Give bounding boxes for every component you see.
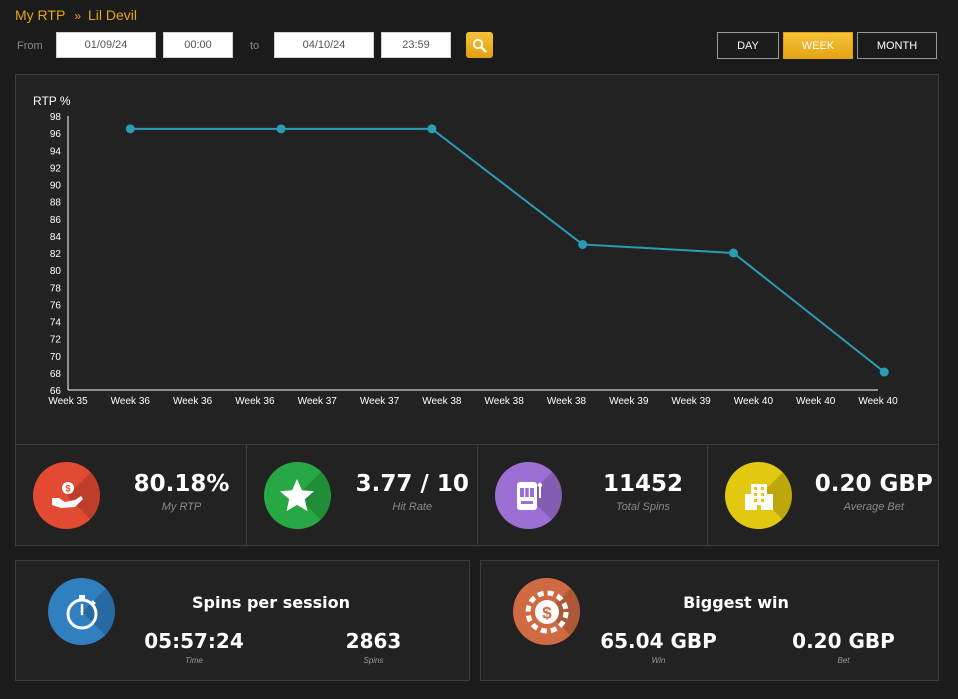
- search-button[interactable]: [466, 32, 493, 58]
- y-tick-label: 98: [50, 112, 62, 123]
- breadcrumb-current: Lil Devil: [88, 7, 138, 23]
- x-tick-label: Week 36: [235, 396, 275, 407]
- stat-average-bet: 0.20 GBP Average Bet: [708, 445, 938, 545]
- slot-machine-icon: [517, 481, 543, 510]
- y-tick-label: 84: [50, 232, 62, 243]
- data-point[interactable]: [879, 367, 889, 377]
- biggest-win-bet-label: Bet: [837, 656, 850, 665]
- x-tick-label: Week 38: [547, 396, 587, 407]
- stats-panel: $ 80.18% My RTP 3.77 / 10 Hit Rate: [15, 444, 939, 546]
- breadcrumb-parent-link[interactable]: My RTP: [15, 7, 66, 23]
- data-point[interactable]: [125, 124, 135, 134]
- y-tick-label: 82: [50, 249, 62, 260]
- biggest-win-value: 65.04 GBP: [600, 629, 717, 653]
- from-date-input[interactable]: [56, 32, 156, 58]
- stat-my-rtp: $ 80.18% My RTP: [16, 445, 247, 545]
- x-tick-label: Week 37: [298, 396, 338, 407]
- stat-icon-circle: [494, 462, 562, 529]
- y-axis-title: RTP %: [33, 94, 71, 108]
- svg-text:$: $: [65, 483, 70, 493]
- spins-per-session-panel: Spins per session 05:57:24 Time 2863 Spi…: [15, 560, 470, 681]
- svg-text:$: $: [542, 603, 552, 622]
- x-tick-label: Week 36: [111, 396, 151, 407]
- y-tick-label: 90: [50, 181, 62, 192]
- y-tick-label: 86: [50, 215, 62, 226]
- to-time-input[interactable]: [381, 32, 451, 58]
- x-tick-label: Week 40: [734, 396, 774, 407]
- stat-total-spins: 11452 Total Spins: [478, 445, 709, 545]
- y-tick-label: 68: [50, 369, 62, 380]
- y-tick-label: 94: [50, 146, 62, 157]
- period-week-button[interactable]: WEEK: [783, 32, 853, 59]
- y-tick-label: 70: [50, 352, 62, 363]
- y-tick-label: 88: [50, 198, 62, 209]
- x-tick-label: Week 36: [173, 396, 213, 407]
- x-tick-label: Week 40: [858, 396, 898, 407]
- breadcrumb: My RTP » Lil Devil: [15, 7, 137, 23]
- rtp-line-chart: RTP % 98 96 94 92 90 88 86 84 82 80 78 76 74 72 70 68 66…: [33, 94, 898, 407]
- session-time-value: 05:57:24: [144, 629, 244, 653]
- search-icon: [472, 38, 487, 53]
- y-tick-label: 76: [50, 300, 62, 311]
- y-tick-label: 72: [50, 335, 62, 346]
- y-tick-label: 74: [50, 318, 62, 329]
- rtp-chart-panel: RTP % 98 96 94 92 90 88 86 84 82 80 78 76 74 72 70 68 66…: [15, 74, 939, 445]
- period-day-button[interactable]: DAY: [717, 32, 779, 59]
- star-icon: [280, 478, 315, 511]
- rtp-series-line: [130, 127, 885, 373]
- x-tick-label: Week 37: [360, 396, 400, 407]
- data-point[interactable]: [578, 239, 588, 249]
- stat-hit-rate: 3.77 / 10 Hit Rate: [247, 445, 478, 545]
- hand-coin-icon: $: [51, 481, 83, 508]
- x-tick-label: Week 39: [609, 396, 649, 407]
- data-point[interactable]: [728, 248, 738, 258]
- y-tick-label: 78: [50, 283, 62, 294]
- stat-label: Total Spins: [615, 501, 671, 513]
- x-tick-label: Week 38: [485, 396, 525, 407]
- y-tick-label: 92: [50, 163, 62, 174]
- stat-value: 80.18%: [133, 471, 230, 497]
- session-spins-value: 2863: [345, 629, 402, 653]
- x-tick-label: Week 39: [671, 396, 711, 407]
- session-time-label: Time: [185, 656, 203, 665]
- session-title: Spins per session: [192, 593, 350, 612]
- stat-label: Hit Rate: [392, 501, 433, 513]
- stat-value: 3.77 / 10: [355, 471, 469, 497]
- stat-icon-circle: [725, 462, 793, 529]
- stat-label: Average Bet: [843, 501, 904, 513]
- stat-label: My RTP: [161, 501, 202, 513]
- casino-chip-icon: $: [525, 590, 568, 633]
- to-date-input[interactable]: [274, 32, 374, 58]
- stat-value: 11452: [602, 471, 684, 497]
- stopwatch-icon: [66, 594, 97, 629]
- biggest-win-bet-value: 0.20 GBP: [792, 629, 895, 653]
- biggest-win-label: Win: [651, 656, 666, 665]
- session-spins-label: Spins: [363, 656, 384, 665]
- stat-icon-circle: $: [33, 462, 100, 529]
- data-point[interactable]: [427, 124, 437, 134]
- y-tick-label: 66: [50, 386, 62, 397]
- period-month-button[interactable]: MONTH: [857, 32, 937, 59]
- y-tick-label: 80: [50, 266, 62, 277]
- casino-building-icon: [744, 483, 773, 510]
- data-point[interactable]: [276, 124, 286, 134]
- stat-icon-circle: [263, 462, 331, 529]
- biggest-win-title: Biggest win: [683, 593, 789, 612]
- stat-value: 0.20 GBP: [814, 471, 933, 497]
- from-time-input[interactable]: [163, 32, 233, 58]
- x-tick-label: Week 35: [48, 396, 88, 407]
- to-label: to: [250, 40, 260, 52]
- y-tick-label: 96: [50, 129, 62, 140]
- biggest-win-panel: $ Biggest win 65.04 GBP Win 0.20 GBP Bet: [480, 560, 939, 681]
- session-icon-circle: [48, 578, 115, 645]
- breadcrumb-separator: »: [74, 9, 81, 23]
- from-label: From: [17, 40, 43, 52]
- x-tick-label: Week 40: [796, 396, 836, 407]
- win-icon-circle: $: [513, 578, 580, 645]
- x-tick-label: Week 38: [422, 396, 462, 407]
